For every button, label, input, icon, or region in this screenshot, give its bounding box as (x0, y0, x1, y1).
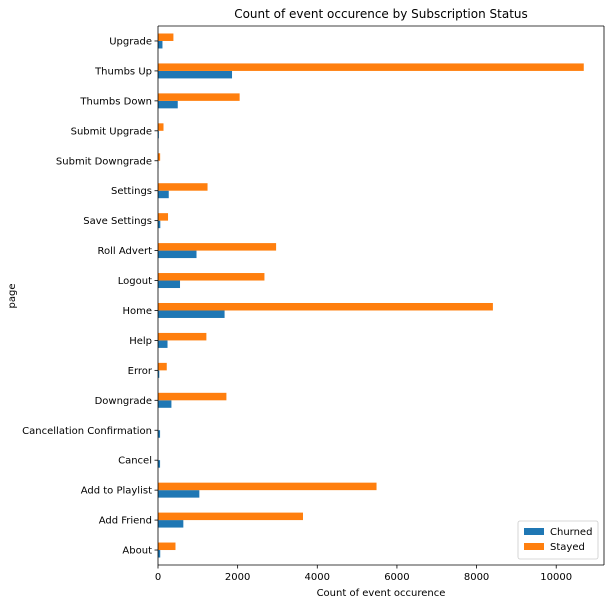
y-tick-label-thumbs-up: Thumbs Up (94, 66, 152, 77)
y-tick-label-downgrade: Downgrade (95, 396, 152, 407)
bar-stayed-logout (158, 273, 264, 280)
x-tick-label-6000: 6000 (384, 572, 409, 583)
y-tick-label-add-to-playlist: Add to Playlist (81, 486, 152, 497)
bar-stayed-add-to-playlist (158, 483, 377, 490)
x-tick-label-2000: 2000 (225, 572, 250, 583)
bar-churned-add-to-playlist (158, 490, 199, 497)
bar-stayed-add-friend (158, 513, 303, 520)
y-tick-label-error: Error (128, 366, 153, 377)
y-tick-label-home: Home (122, 306, 152, 317)
bar-churned-help (158, 340, 168, 347)
y-tick-label-about: About (122, 546, 152, 557)
y-tick-label-cancel: Cancel (118, 456, 152, 467)
bar-stayed-error (158, 363, 167, 370)
y-tick-label-save-settings: Save Settings (83, 216, 152, 227)
bar-stayed-thumbs-down (158, 93, 240, 100)
y-tick-label-add-friend: Add Friend (99, 516, 152, 527)
bar-stayed-home (158, 303, 493, 310)
bar-stayed-save-settings (158, 213, 168, 220)
legend-swatch-stayed (524, 543, 544, 550)
bar-stayed-roll-advert (158, 243, 276, 250)
bar-churned-home (158, 310, 225, 317)
y-tick-label-upgrade: Upgrade (109, 36, 152, 47)
x-tick-label-10000: 10000 (540, 572, 572, 583)
bar-churned-downgrade (158, 400, 171, 407)
legend-swatch-churned (524, 528, 544, 535)
y-tick-label-settings: Settings (111, 186, 152, 197)
y-tick-label-thumbs-down: Thumbs Down (79, 96, 152, 107)
bar-stayed-about (158, 543, 175, 550)
y-axis-label: page (7, 284, 18, 309)
y-tick-label-help: Help (129, 336, 152, 347)
bar-churned-roll-advert (158, 251, 197, 258)
y-tick-label-submit-downgrade: Submit Downgrade (56, 156, 152, 167)
x-tick-label-4000: 4000 (305, 572, 330, 583)
chart-title: Count of event occurence by Subscription… (234, 7, 528, 21)
bar-churned-add-friend (158, 520, 183, 527)
bar-churned-settings (158, 191, 169, 198)
bar-stayed-upgrade (158, 33, 173, 40)
legend-label-stayed: Stayed (550, 542, 585, 553)
x-axis-label: Count of event occurence (317, 588, 446, 599)
y-tick-label-logout: Logout (118, 276, 152, 287)
bar-stayed-downgrade (158, 393, 226, 400)
y-tick-label-cancellation-confirmation: Cancellation Confirmation (22, 426, 152, 437)
bar-churned-thumbs-down (158, 101, 178, 108)
bar-stayed-help (158, 333, 206, 340)
x-tick-label-8000: 8000 (464, 572, 489, 583)
bar-churned-thumbs-up (158, 71, 232, 78)
bar-stayed-settings (158, 183, 208, 190)
y-tick-label-submit-upgrade: Submit Upgrade (71, 126, 152, 137)
bar-churned-logout (158, 281, 180, 288)
legend: Churned Stayed (518, 521, 598, 559)
y-tick-label-roll-advert: Roll Advert (98, 246, 153, 257)
bar-churned-upgrade (158, 41, 162, 48)
bar-stayed-submit-upgrade (158, 123, 164, 130)
x-tick-label-0: 0 (155, 572, 161, 583)
bar-stayed-thumbs-up (158, 63, 584, 70)
legend-label-churned: Churned (550, 527, 592, 538)
